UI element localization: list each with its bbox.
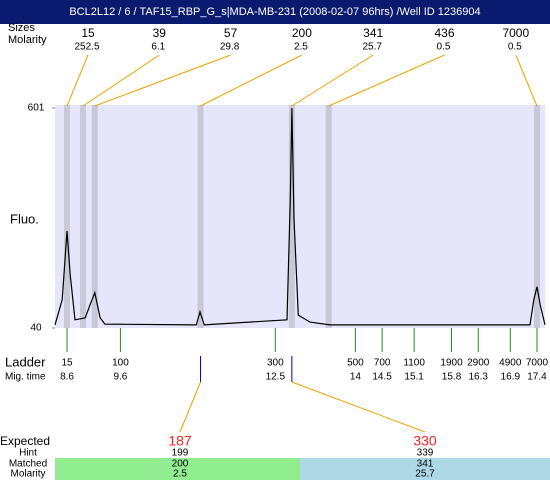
expected-value: 330	[413, 433, 437, 449]
ladder-size: 4900	[499, 358, 522, 369]
mig-time-label: Mig. time	[5, 372, 46, 383]
hint-label: Hint	[19, 448, 37, 459]
peak-size: 39	[153, 26, 167, 40]
peak-molarity: 252.5	[74, 42, 99, 53]
ladder-time: 15.1	[404, 372, 424, 383]
peak-molarity: 2.5	[294, 42, 308, 53]
peak-molarity: 29.8	[220, 42, 240, 53]
matched-label: Matched	[9, 459, 47, 470]
molarity-value: 2.5	[173, 469, 187, 480]
ladder-time: 12.5	[266, 372, 286, 383]
ladder-label: Ladder	[5, 354, 46, 369]
plot-area	[55, 105, 545, 328]
hint-value: 339	[417, 448, 434, 459]
ladder-time: 15.8	[442, 372, 462, 383]
peak-connector	[82, 54, 160, 107]
sizes-label: Sizes	[8, 22, 35, 34]
expected-value: 187	[168, 433, 192, 449]
ladder-size: 2900	[467, 358, 490, 369]
peak-size: 7000	[502, 26, 529, 40]
matched-value: 341	[417, 459, 434, 470]
peak-size: 436	[434, 26, 454, 40]
peak-band	[197, 105, 204, 328]
peak-molarity: 0.5	[437, 42, 451, 53]
peak-connector	[94, 54, 231, 107]
peak-molarity: 0.5	[508, 42, 522, 53]
peak-molarity: 25.7	[362, 42, 382, 53]
molarity-row-label: Molarity	[10, 469, 45, 480]
ladder-size: 300	[267, 358, 284, 369]
title: BCL2L12 / 6 / TAF15_RBP_G_s|MDA-MB-231 (…	[69, 6, 480, 18]
peak-connector	[66, 54, 89, 107]
ladder-size: 7000	[526, 358, 549, 369]
ladder-time: 8.6	[60, 372, 74, 383]
ladder-size: 100	[112, 358, 129, 369]
ladder-time: 14	[350, 372, 362, 383]
match-band	[300, 458, 550, 480]
peak-connector	[291, 54, 374, 107]
ladder-size: 700	[374, 358, 391, 369]
expected-label: Expected	[0, 434, 50, 448]
ladder-time: 16.9	[501, 372, 521, 383]
matched-value: 200	[172, 459, 189, 470]
molarity-value: 25.7	[415, 469, 435, 480]
ladder-time: 17.4	[527, 372, 547, 383]
ladder-size: 500	[347, 358, 364, 369]
peak-size: 200	[292, 26, 312, 40]
expected-connector	[291, 381, 426, 433]
molarity-label: Molarity	[8, 34, 47, 46]
match-band	[55, 458, 300, 480]
peak-band	[325, 105, 332, 328]
trace	[54, 107, 546, 326]
peak-molarity: 6.1	[151, 42, 165, 53]
peak-connector	[200, 54, 303, 107]
hint-value: 199	[172, 448, 189, 459]
ladder-size: 15	[61, 358, 73, 369]
ladder-size: 1100	[403, 358, 425, 369]
peak-band	[80, 105, 87, 328]
peak-size: 341	[363, 26, 383, 40]
ladder-size: 1900	[440, 358, 463, 369]
y-tick-label: 40	[30, 323, 42, 334]
peak-size: 57	[224, 26, 238, 40]
ladder-time: 14.5	[372, 372, 392, 383]
peak-connector	[515, 54, 538, 107]
peak-band	[533, 105, 540, 328]
expected-connector	[179, 381, 201, 433]
peak-band	[288, 105, 295, 328]
title-bar	[0, 0, 550, 24]
peak-band	[91, 105, 98, 328]
y-axis-label: Fluo.	[10, 211, 39, 226]
y-tick-label: 601	[28, 103, 45, 114]
peak-size: 15	[81, 26, 95, 40]
peak-connector	[328, 54, 445, 107]
ladder-time: 9.6	[113, 372, 127, 383]
peak-band	[64, 105, 71, 328]
ladder-time: 16.3	[469, 372, 489, 383]
